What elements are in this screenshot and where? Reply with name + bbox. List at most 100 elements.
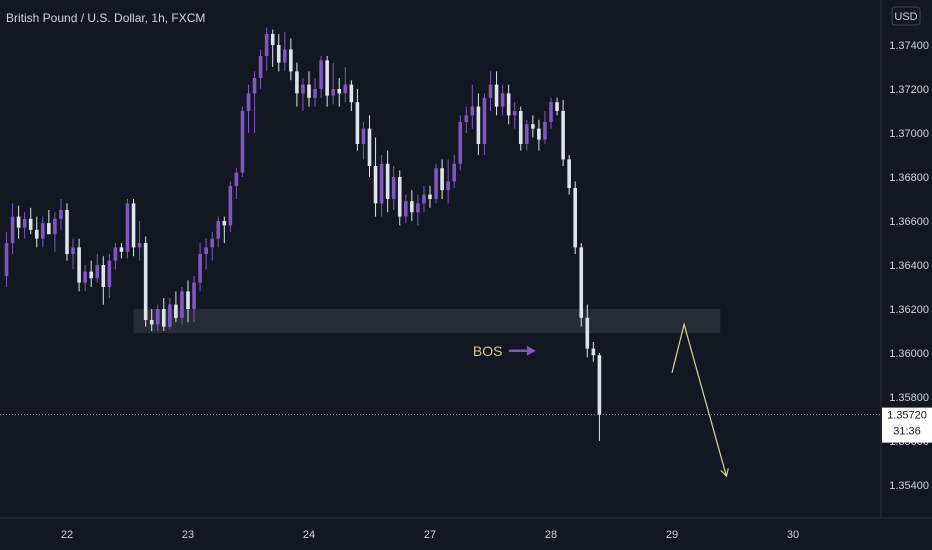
candle[interactable] <box>543 111 547 144</box>
candle[interactable] <box>71 238 75 270</box>
candle[interactable] <box>77 238 81 292</box>
candle[interactable] <box>283 31 287 72</box>
candle[interactable] <box>119 243 124 259</box>
candle[interactable] <box>149 309 154 331</box>
candle[interactable] <box>41 216 45 248</box>
candle[interactable] <box>555 97 559 116</box>
candle[interactable] <box>174 291 178 323</box>
candle[interactable] <box>228 181 233 232</box>
candle[interactable] <box>579 243 584 327</box>
candle[interactable] <box>143 236 148 327</box>
candle[interactable] <box>470 84 475 129</box>
candle[interactable] <box>494 71 499 116</box>
candle[interactable] <box>234 168 239 199</box>
candle[interactable] <box>476 93 481 155</box>
candle[interactable] <box>95 254 100 283</box>
candle[interactable] <box>410 190 414 221</box>
candle[interactable] <box>270 29 275 67</box>
candle[interactable] <box>561 100 565 166</box>
candle[interactable] <box>89 260 93 287</box>
candle[interactable] <box>155 304 160 331</box>
candle[interactable] <box>597 353 602 441</box>
candle[interactable] <box>28 207 33 235</box>
bos-label[interactable]: BOS <box>473 343 503 359</box>
candle[interactable] <box>567 155 571 195</box>
candle[interactable] <box>125 199 130 259</box>
candle[interactable] <box>464 106 469 133</box>
candle[interactable] <box>573 181 577 254</box>
candle[interactable] <box>186 280 190 323</box>
candle[interactable] <box>113 243 118 270</box>
candle[interactable] <box>137 221 142 261</box>
price-axis-background[interactable] <box>881 0 932 550</box>
candle[interactable] <box>198 243 202 292</box>
candle[interactable] <box>16 205 21 239</box>
candle[interactable] <box>319 56 323 98</box>
candle[interactable] <box>246 84 251 133</box>
candle[interactable] <box>180 287 184 325</box>
candle[interactable] <box>367 115 372 177</box>
candle[interactable] <box>83 265 87 292</box>
candle[interactable] <box>349 80 354 111</box>
candle[interactable] <box>4 232 9 287</box>
candle[interactable] <box>434 163 438 204</box>
candle[interactable] <box>131 199 136 257</box>
candle[interactable] <box>488 71 493 111</box>
candle[interactable] <box>59 199 63 230</box>
candle[interactable] <box>276 34 281 72</box>
candle[interactable] <box>10 203 15 254</box>
candle[interactable] <box>452 155 456 188</box>
candle[interactable] <box>204 238 208 270</box>
candle[interactable] <box>313 78 317 107</box>
candle[interactable] <box>373 137 378 217</box>
candle[interactable] <box>518 106 523 151</box>
candle[interactable] <box>361 122 366 160</box>
candle[interactable] <box>240 106 245 177</box>
candle[interactable] <box>325 56 329 107</box>
candle[interactable] <box>506 84 511 125</box>
candle[interactable] <box>192 276 196 323</box>
candle[interactable] <box>65 203 69 261</box>
candle[interactable] <box>537 119 541 151</box>
candle[interactable] <box>391 166 396 210</box>
candle[interactable] <box>289 38 293 81</box>
candle[interactable] <box>428 185 432 208</box>
candle[interactable] <box>355 89 360 151</box>
candle[interactable] <box>385 150 390 213</box>
candle[interactable] <box>397 170 402 226</box>
candle[interactable] <box>252 71 257 133</box>
candle[interactable] <box>549 97 553 129</box>
candle[interactable] <box>34 216 39 248</box>
time-axis-background[interactable] <box>0 518 932 550</box>
candle[interactable] <box>168 298 172 329</box>
candle[interactable] <box>107 254 112 298</box>
candle[interactable] <box>258 49 263 89</box>
candle[interactable] <box>301 78 305 111</box>
candle[interactable] <box>162 298 166 331</box>
candle[interactable] <box>585 304 590 358</box>
candle[interactable] <box>446 159 450 204</box>
candle[interactable] <box>591 342 596 362</box>
candle[interactable] <box>379 155 384 217</box>
candle[interactable] <box>458 115 463 171</box>
candle[interactable] <box>525 119 529 151</box>
candle[interactable] <box>47 210 51 235</box>
candle[interactable] <box>337 78 342 107</box>
candle[interactable] <box>222 216 227 243</box>
candle[interactable] <box>343 67 348 103</box>
candle[interactable] <box>295 62 299 107</box>
candle[interactable] <box>531 115 535 138</box>
candle[interactable] <box>500 84 505 116</box>
candle[interactable] <box>512 102 517 129</box>
candle[interactable] <box>101 256 106 305</box>
candle[interactable] <box>422 185 426 213</box>
candle[interactable] <box>416 194 420 226</box>
candle[interactable] <box>264 27 269 72</box>
candle[interactable] <box>53 212 57 252</box>
projection-path[interactable] <box>671 322 728 477</box>
currency-badge[interactable]: USD <box>891 6 921 26</box>
candle[interactable] <box>331 62 335 105</box>
candle[interactable] <box>440 159 444 199</box>
candle[interactable] <box>482 93 487 155</box>
